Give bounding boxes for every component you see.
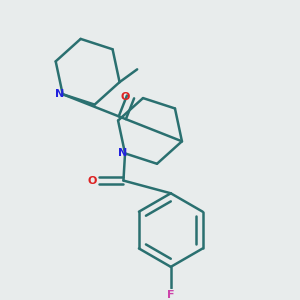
Text: O: O (88, 176, 97, 186)
Text: N: N (118, 148, 127, 158)
Text: N: N (56, 89, 65, 99)
Text: O: O (120, 92, 130, 102)
Text: F: F (167, 290, 175, 300)
